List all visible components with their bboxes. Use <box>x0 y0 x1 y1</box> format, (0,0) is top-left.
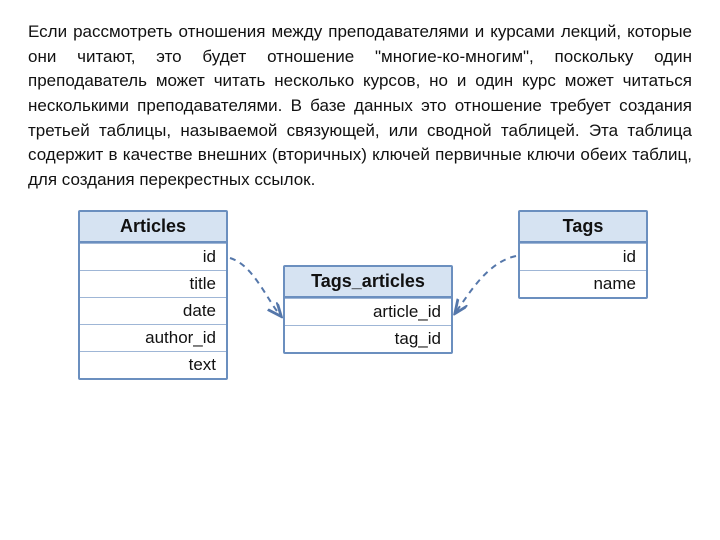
er-diagram: Articles id title date author_id text Ta… <box>28 210 692 470</box>
field-row: text <box>80 351 226 378</box>
field-row: article_id <box>285 298 451 325</box>
relation-arrow <box>456 256 516 312</box>
table-articles-header: Articles <box>80 212 226 243</box>
table-tags-header: Tags <box>520 212 646 243</box>
table-tags: Tags id name <box>518 210 648 299</box>
field-row: id <box>520 243 646 270</box>
field-row: author_id <box>80 324 226 351</box>
table-tags-articles: Tags_articles article_id tag_id <box>283 265 453 354</box>
relation-arrow <box>230 258 280 315</box>
field-row: name <box>520 270 646 297</box>
table-tags-articles-header: Tags_articles <box>285 267 451 298</box>
description-paragraph: Если рассмотреть отношения между препода… <box>28 20 692 192</box>
field-row: id <box>80 243 226 270</box>
field-row: title <box>80 270 226 297</box>
table-articles: Articles id title date author_id text <box>78 210 228 380</box>
field-row: tag_id <box>285 325 451 352</box>
field-row: date <box>80 297 226 324</box>
